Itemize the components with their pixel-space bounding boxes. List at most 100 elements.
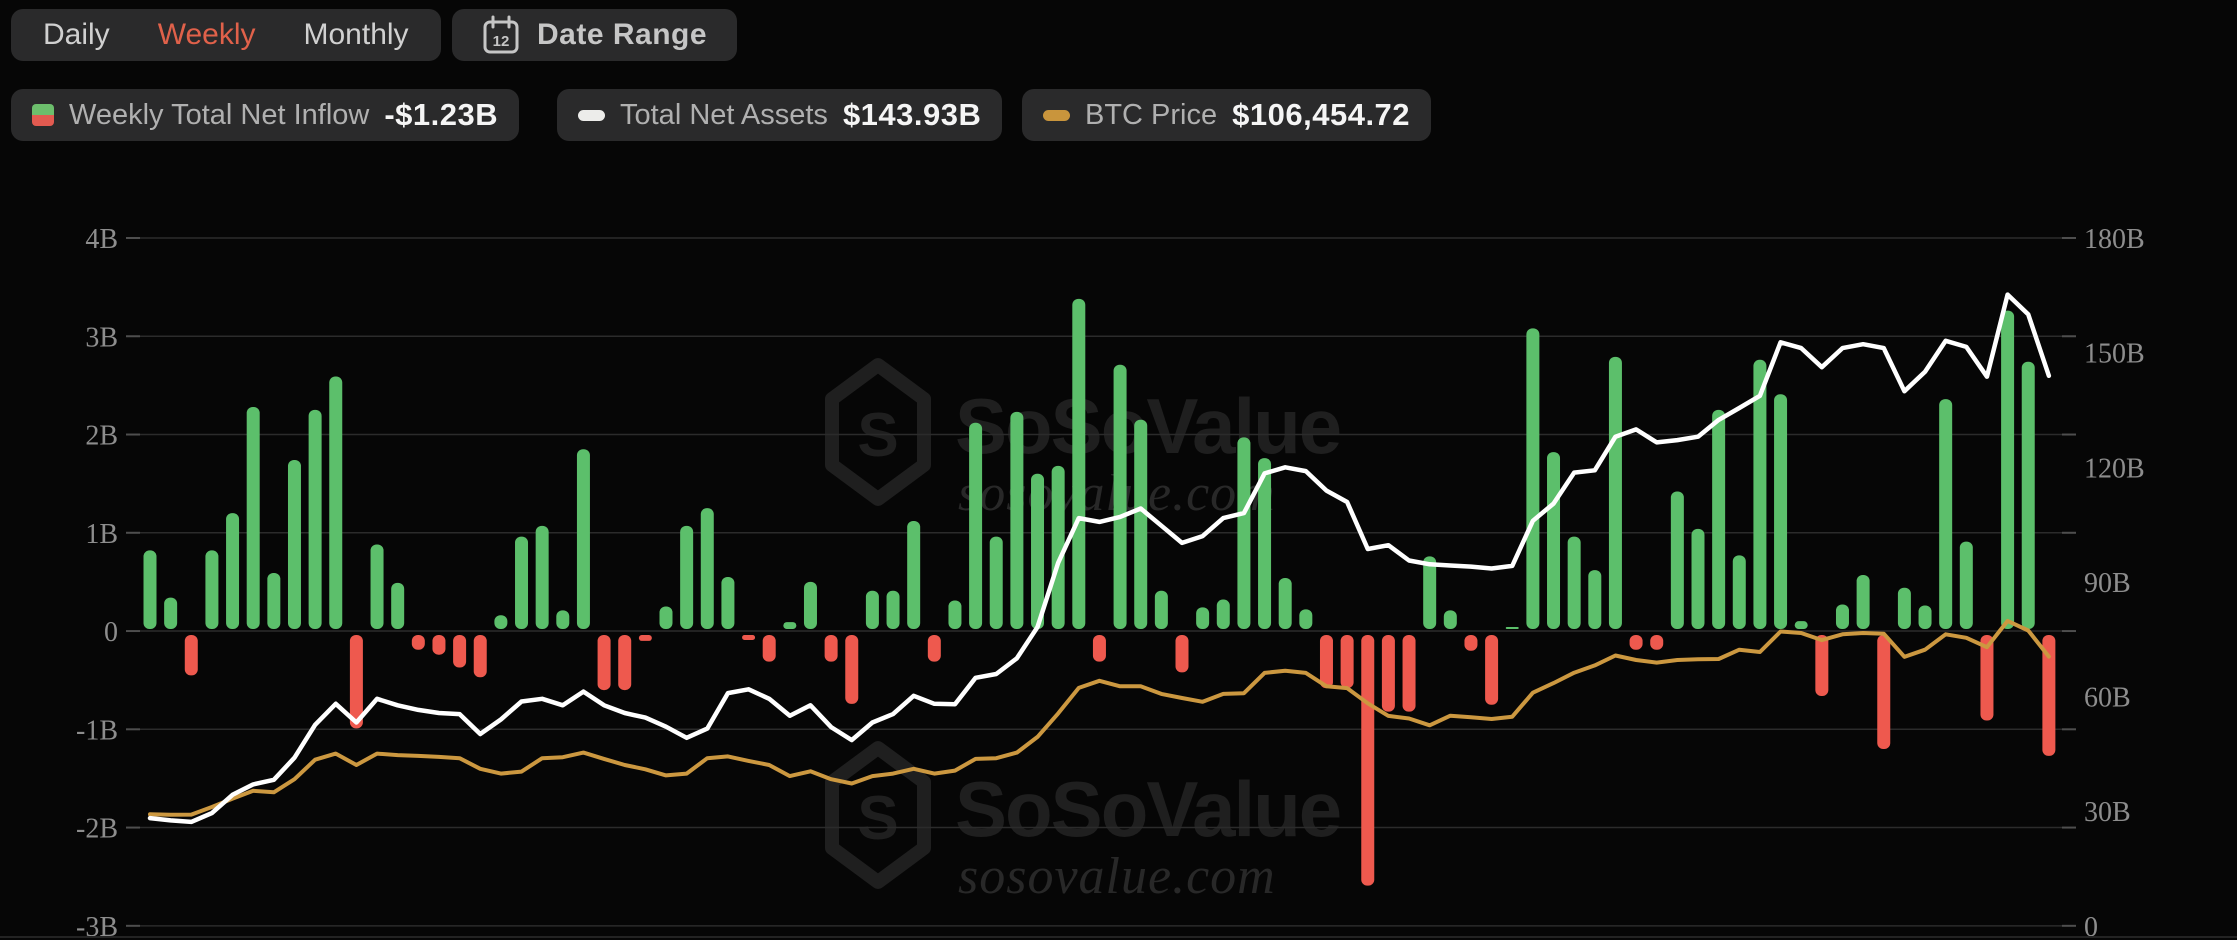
inflow-bar-positive[interactable]	[1588, 570, 1602, 630]
inflow-bar-positive[interactable]	[1299, 609, 1313, 630]
inflow-bar-positive[interactable]	[287, 460, 301, 630]
inflow-bar-negative[interactable]	[1381, 635, 1395, 712]
inflow-bar-positive[interactable]	[556, 610, 570, 630]
inflow-bar-negative[interactable]	[618, 635, 632, 691]
inflow-bar-negative[interactable]	[2042, 635, 2056, 756]
inflow-bar-positive[interactable]	[1031, 473, 1045, 630]
inflow-bar-negative[interactable]	[824, 635, 838, 662]
inflow-bar-positive[interactable]	[164, 597, 178, 630]
inflow-bar-negative[interactable]	[1485, 635, 1499, 705]
inflow-bar-positive[interactable]	[1732, 555, 1746, 630]
inflow-bar-positive[interactable]	[1712, 409, 1726, 630]
inflow-bar-positive[interactable]	[700, 508, 714, 630]
inflow-bar-negative[interactable]	[1980, 635, 1994, 721]
inflow-bar-positive[interactable]	[1278, 577, 1292, 630]
inflow-bar-negative[interactable]	[453, 635, 467, 668]
inflow-bar-positive[interactable]	[969, 422, 983, 630]
inflow-bar-positive[interactable]	[1443, 610, 1457, 630]
inflow-bar-positive[interactable]	[989, 536, 1003, 630]
inflow-bar-positive[interactable]	[721, 576, 735, 630]
inflow-bar-positive[interactable]	[1526, 328, 1540, 630]
inflow-bar-positive[interactable]	[1939, 399, 1953, 630]
inflow-bar-positive[interactable]	[1051, 465, 1065, 630]
legend-item-btc-price[interactable]: BTC Price $106,454.72	[1022, 89, 1432, 141]
inflow-bar-positive[interactable]	[535, 525, 549, 630]
inflow-bar-positive[interactable]	[205, 550, 219, 630]
inflow-bar-negative[interactable]	[349, 635, 363, 729]
tab-daily[interactable]: Daily	[19, 9, 134, 61]
inflow-bar-positive[interactable]	[1608, 356, 1622, 630]
inflow-bar-positive[interactable]	[948, 600, 962, 630]
inflow-bar-negative[interactable]	[432, 635, 446, 655]
date-range-button[interactable]: 12 Date Range	[452, 9, 738, 61]
inflow-bar-positive[interactable]	[865, 590, 879, 630]
inflow-bar-positive[interactable]	[1547, 452, 1561, 630]
inflow-bar-negative[interactable]	[845, 635, 859, 704]
inflow-bar-positive[interactable]	[1753, 359, 1767, 630]
inflow-bar-negative[interactable]	[1175, 635, 1189, 673]
inflow-bar-positive[interactable]	[1010, 411, 1024, 630]
inflow-bar-positive[interactable]	[1196, 607, 1210, 630]
legend-item-weekly-inflow[interactable]: Weekly Total Net Inflow -$1.23B	[11, 89, 520, 141]
inflow-bar-negative[interactable]	[1340, 635, 1354, 689]
inflow-bar-negative[interactable]	[1877, 635, 1891, 750]
inflow-bar-positive[interactable]	[680, 525, 694, 630]
inflow-bar-positive[interactable]	[1072, 298, 1086, 630]
inflow-bar-positive[interactable]	[2021, 361, 2035, 630]
inflow-bar-positive[interactable]	[329, 376, 343, 630]
inflow-bar-positive[interactable]	[494, 615, 508, 630]
inflow-bar-positive[interactable]	[576, 449, 590, 630]
inflow-bar-positive[interactable]	[1237, 437, 1251, 630]
inflow-bar-negative[interactable]	[1815, 635, 1829, 696]
inflow-bar-positive[interactable]	[2001, 310, 2015, 630]
inflow-bar-positive[interactable]	[1670, 491, 1684, 630]
inflow-bar-positive[interactable]	[886, 590, 900, 630]
tab-monthly[interactable]: Monthly	[280, 9, 433, 61]
inflow-bar-negative[interactable]	[638, 635, 652, 641]
inflow-bar-negative[interactable]	[1650, 635, 1664, 650]
inflow-bar-positive[interactable]	[246, 406, 260, 630]
inflow-bar-positive[interactable]	[308, 409, 322, 630]
inflow-bar-positive[interactable]	[1774, 394, 1788, 630]
inflow-bar-negative[interactable]	[411, 635, 425, 650]
inflow-bar-positive[interactable]	[267, 573, 281, 630]
inflow-bar-negative[interactable]	[1629, 635, 1643, 650]
inflow-bar-positive[interactable]	[1691, 528, 1705, 630]
inflow-bar-positive[interactable]	[1835, 604, 1849, 630]
inflow-bar-positive[interactable]	[515, 536, 529, 630]
inflow-bar-positive[interactable]	[1856, 574, 1870, 630]
inflow-bar-positive[interactable]	[803, 581, 817, 630]
inflow-bar-negative[interactable]	[927, 635, 941, 662]
inflow-bar-negative[interactable]	[742, 635, 756, 640]
inflow-bar-positive[interactable]	[143, 550, 157, 630]
inflow-bar-positive[interactable]	[1897, 587, 1911, 630]
inflow-bar-positive[interactable]	[1258, 458, 1272, 630]
inflow-bar-positive[interactable]	[1423, 556, 1437, 630]
inflow-bar-positive[interactable]	[1154, 590, 1168, 630]
inflow-bar-positive[interactable]	[1113, 364, 1127, 630]
inflow-bar-positive[interactable]	[1567, 536, 1581, 630]
inflow-bar-positive[interactable]	[391, 582, 405, 630]
inflow-bar-positive[interactable]	[1794, 621, 1808, 630]
inflow-bar-negative[interactable]	[1361, 635, 1375, 886]
inflow-bar-negative[interactable]	[762, 635, 776, 662]
inflow-bar-negative[interactable]	[597, 635, 611, 691]
inflow-bar-positive[interactable]	[1134, 419, 1148, 630]
inflow-bar-negative[interactable]	[473, 635, 487, 678]
inflow-bar-negative[interactable]	[1319, 635, 1333, 689]
inflow-bar-positive[interactable]	[226, 513, 240, 630]
inflow-bar-negative[interactable]	[1464, 635, 1478, 651]
inflow-bar-positive[interactable]	[1918, 605, 1932, 630]
inflow-bar-positive[interactable]	[907, 520, 921, 630]
tab-weekly[interactable]: Weekly	[134, 9, 280, 61]
inflow-bar-positive[interactable]	[1959, 541, 1973, 630]
inflow-bar-negative[interactable]	[184, 635, 198, 676]
inflow-bar-positive[interactable]	[659, 606, 673, 630]
inflow-bar-positive[interactable]	[1505, 627, 1519, 630]
inflow-bar-negative[interactable]	[1092, 635, 1106, 662]
legend-item-net-assets[interactable]: Total Net Assets $143.93B	[557, 89, 1003, 141]
inflow-bar-positive[interactable]	[783, 622, 797, 630]
inflow-bar-positive[interactable]	[1216, 599, 1230, 630]
inflow-bar-positive[interactable]	[370, 544, 384, 630]
